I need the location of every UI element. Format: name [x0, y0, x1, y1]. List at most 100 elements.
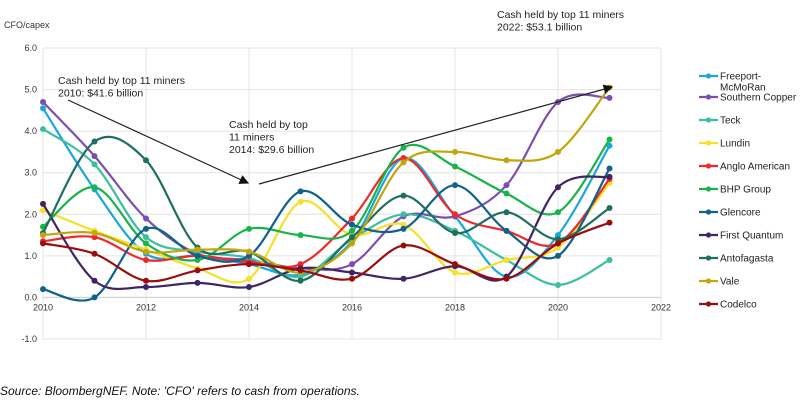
- data-point: [143, 248, 149, 255]
- data-point: [143, 215, 149, 222]
- data-point: [297, 267, 304, 274]
- data-point: [400, 221, 407, 228]
- x-tick-label: 2018: [445, 302, 465, 312]
- x-tick-label: 2014: [239, 302, 259, 312]
- series-line-glencore: [42, 167, 611, 302]
- source-note: Source: BloombergNEF. Note: 'CFO' refers…: [0, 384, 360, 398]
- legend-label: Southern Copper: [720, 93, 797, 104]
- data-point: [143, 257, 149, 264]
- data-point: [349, 234, 355, 241]
- series-line-freeport-mcmoran: [42, 107, 611, 278]
- data-point: [452, 182, 458, 189]
- legend-item-codelco: Codelco: [699, 300, 757, 311]
- data-point: [400, 211, 407, 218]
- legend-label: BHP Group: [720, 185, 771, 196]
- annotation-arrows: [67, 84, 614, 185]
- legend-item-bhp-group: BHP Group: [699, 185, 771, 196]
- data-point: [91, 234, 98, 241]
- data-point: [40, 105, 46, 112]
- data-point: [606, 257, 613, 264]
- series-line-teck: [42, 128, 611, 287]
- data-point: [606, 205, 613, 212]
- data-point: [297, 232, 304, 239]
- data-point: [91, 250, 98, 257]
- data-point: [297, 273, 304, 280]
- data-point: [503, 182, 510, 189]
- data-point: [246, 252, 252, 259]
- y-tick-label: 1.0: [24, 251, 37, 261]
- data-point: [194, 246, 201, 253]
- data-point: [246, 275, 252, 282]
- legend-marker: [705, 163, 712, 169]
- y-tick-label: 6.0: [24, 43, 37, 53]
- y-tick-label: 4.0: [24, 126, 37, 136]
- data-point: [555, 184, 561, 191]
- legend-item-teck: Teck: [699, 116, 742, 127]
- data-point: [143, 157, 149, 164]
- data-point: [297, 277, 304, 284]
- legend-label: McMoRan: [720, 83, 766, 94]
- legend-marker: [705, 255, 712, 261]
- annotation-line: 2022: $53.1 billion: [497, 22, 582, 34]
- legend-label: Anglo American: [720, 162, 790, 173]
- annotation-line: 11 miners: [229, 132, 274, 144]
- legend-item-anglo-american: Anglo American: [699, 162, 790, 173]
- legend-marker: [705, 94, 712, 100]
- y-tick-label: 2.0: [24, 209, 37, 219]
- data-point: [349, 215, 355, 222]
- data-point: [555, 232, 561, 239]
- series-line-bhp-group: [42, 138, 611, 262]
- annotation-line: Cash held by top 11 miners: [497, 9, 624, 21]
- data-point: [246, 248, 252, 255]
- data-point: [194, 279, 201, 286]
- data-point: [143, 234, 149, 241]
- y-tick-label: 5.0: [24, 85, 37, 95]
- annotation-line: Cash held by top 11 miners: [58, 75, 185, 87]
- data-point: [297, 261, 304, 268]
- data-point: [400, 242, 407, 249]
- legend-item-southern-copper: Southern Copper: [699, 93, 797, 104]
- legend-label: Antofagasta: [720, 254, 774, 265]
- data-point: [40, 200, 46, 207]
- data-point: [555, 148, 561, 155]
- data-point: [194, 267, 201, 274]
- data-point: [400, 159, 407, 166]
- data-point: [503, 209, 510, 216]
- data-point: [400, 225, 407, 232]
- data-point: [40, 240, 46, 247]
- series-lines: [40, 84, 613, 302]
- data-point: [143, 277, 149, 284]
- data-point: [452, 163, 458, 170]
- x-tick-label: 2010: [33, 302, 53, 312]
- legend-marker: [705, 117, 712, 123]
- data-point: [246, 261, 252, 268]
- legend-label: Freeport-: [720, 72, 761, 83]
- legend-item-vale: Vale: [699, 277, 740, 288]
- data-point: [452, 269, 458, 276]
- data-point: [349, 240, 355, 247]
- y-tick-label: 0.0: [24, 292, 37, 302]
- data-point: [143, 225, 149, 232]
- data-point: [400, 192, 407, 199]
- data-point: [555, 252, 561, 259]
- data-point: [40, 286, 46, 293]
- data-point: [606, 219, 613, 226]
- data-point: [91, 229, 98, 236]
- legend-label: Teck: [720, 116, 742, 127]
- legend-label: Glencore: [720, 208, 761, 219]
- data-point: [555, 236, 561, 243]
- data-point: [503, 257, 510, 264]
- data-point: [349, 221, 355, 228]
- data-point: [555, 244, 561, 251]
- data-point: [349, 275, 355, 282]
- arrow-2014-to-2022: [258, 84, 614, 185]
- data-point: [606, 165, 613, 172]
- annotation-line: 2014: $29.6 billion: [229, 144, 314, 156]
- legend-label: Codelco: [720, 300, 757, 311]
- data-point: [606, 136, 613, 143]
- legend-item-freeport-mcmoran: Freeport-McMoRan: [699, 72, 766, 94]
- legend-label: First Quantum: [720, 231, 783, 242]
